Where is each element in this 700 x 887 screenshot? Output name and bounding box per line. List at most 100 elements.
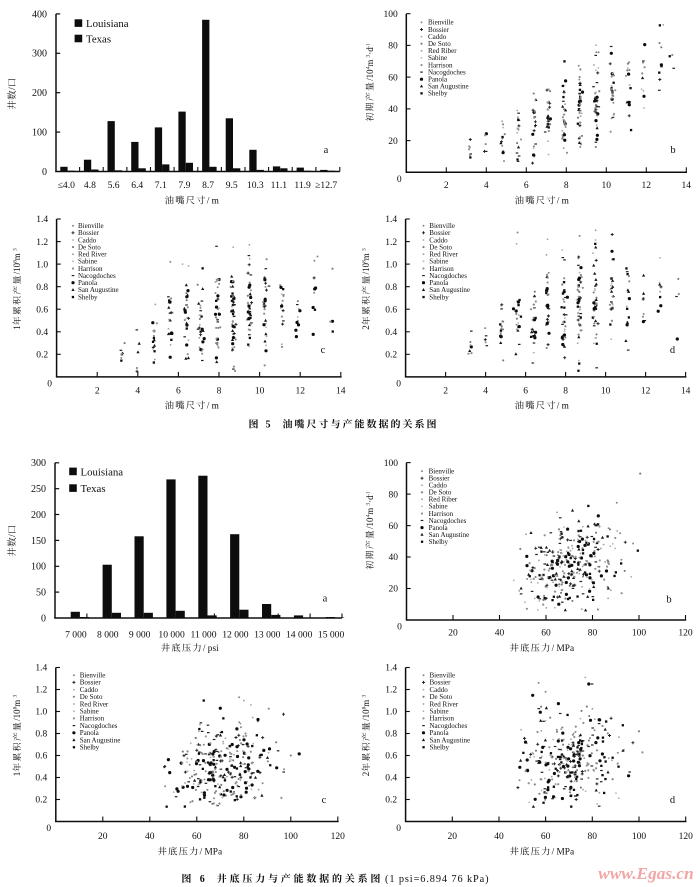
- svg-text:8: 8: [13, 706, 19, 709]
- svg-text:0.8: 0.8: [385, 730, 397, 740]
- svg-text:11.9: 11.9: [294, 180, 311, 191]
- svg-text:6: 6: [524, 181, 529, 191]
- svg-text:De Soto: De Soto: [429, 243, 452, 251]
- svg-text:San Augustine: San Augustine: [429, 286, 470, 294]
- svg-text:/ psi: / psi: [203, 644, 219, 654]
- svg-text:Red Riber: Red Riber: [429, 496, 458, 504]
- svg-text:/ m: / m: [207, 402, 220, 412]
- svg-text:5: 5: [266, 420, 271, 431]
- svg-text:San Augustine: San Augustine: [428, 83, 469, 91]
- svg-text:m: m: [12, 253, 22, 260]
- svg-text:Nacogdoches: Nacogdoches: [429, 517, 467, 525]
- svg-text:6.4: 6.4: [131, 180, 143, 191]
- svg-text:0: 0: [397, 623, 402, 633]
- svg-text:(1 psi=6.894 76 kPa): (1 psi=6.894 76 kPa): [385, 874, 489, 885]
- svg-text:6: 6: [176, 387, 181, 397]
- svg-text:0.4: 0.4: [35, 774, 47, 784]
- svg-text:80: 80: [239, 832, 249, 842]
- svg-text:m: m: [365, 60, 375, 67]
- svg-text:8.7: 8.7: [202, 180, 214, 191]
- svg-text:4: 4: [365, 515, 371, 518]
- svg-text:Bienville: Bienville: [80, 672, 106, 680]
- svg-text:15 000: 15 000: [318, 630, 345, 641]
- svg-text:Caddo: Caddo: [429, 236, 448, 244]
- svg-text:Caddo: Caddo: [430, 686, 449, 694]
- svg-text:12 000: 12 000: [222, 630, 249, 641]
- svg-text:12: 12: [295, 387, 305, 397]
- svg-text:Caddo: Caddo: [428, 33, 447, 41]
- svg-text:Nacogdoches: Nacogdoches: [78, 272, 116, 280]
- svg-text:Bossier: Bossier: [80, 679, 102, 687]
- svg-text:0.8: 0.8: [35, 730, 47, 740]
- svg-text:8: 8: [563, 387, 568, 397]
- svg-text:Texas: Texas: [86, 33, 111, 45]
- svg-text:·d: ·d: [365, 47, 375, 55]
- svg-text:Bienville: Bienville: [429, 467, 455, 475]
- svg-text:1.0: 1.0: [36, 260, 48, 270]
- svg-text:1.2: 1.2: [385, 238, 397, 248]
- svg-text:Red River: Red River: [80, 700, 109, 708]
- svg-text:150: 150: [31, 536, 46, 547]
- svg-text:0.6: 0.6: [385, 752, 397, 762]
- svg-text:0: 0: [397, 175, 402, 185]
- svg-text:/10: /10: [361, 262, 371, 274]
- svg-text:2: 2: [444, 181, 449, 191]
- svg-text:40: 40: [145, 832, 155, 842]
- svg-text:Bossier: Bossier: [430, 679, 452, 687]
- svg-text:1.0: 1.0: [385, 708, 397, 718]
- svg-text:1.2: 1.2: [36, 238, 48, 248]
- svg-text:0: 0: [47, 379, 52, 389]
- svg-text:Shelby: Shelby: [429, 293, 449, 301]
- svg-text:Red Riber: Red Riber: [428, 47, 457, 55]
- svg-text:100: 100: [31, 562, 46, 573]
- svg-text:100: 100: [632, 629, 647, 639]
- svg-text:10: 10: [601, 387, 611, 397]
- svg-text:De Soto: De Soto: [428, 40, 451, 48]
- svg-text:Red River: Red River: [429, 251, 458, 259]
- svg-text:7 000: 7 000: [65, 630, 87, 641]
- svg-text:50: 50: [36, 588, 46, 599]
- svg-text:20: 20: [448, 832, 458, 842]
- svg-text:14: 14: [336, 387, 346, 397]
- svg-text:14: 14: [681, 387, 691, 397]
- svg-text:/ MPa: / MPa: [552, 848, 574, 858]
- svg-text:12: 12: [641, 387, 651, 397]
- svg-text:80: 80: [588, 629, 598, 639]
- svg-text:Sabine: Sabine: [429, 258, 448, 266]
- svg-text:20: 20: [389, 585, 399, 595]
- svg-text:100: 100: [632, 832, 647, 842]
- svg-text:m: m: [12, 700, 22, 707]
- svg-text:Texas: Texas: [81, 483, 106, 495]
- svg-text:Harrison: Harrison: [429, 265, 454, 273]
- svg-text:120: 120: [679, 832, 694, 842]
- svg-text:·d: ·d: [365, 495, 375, 503]
- svg-text:1.0: 1.0: [385, 260, 397, 270]
- svg-text:/ m: / m: [207, 197, 220, 207]
- svg-text:/: /: [8, 534, 18, 537]
- svg-text:300: 300: [32, 49, 47, 60]
- svg-text:6: 6: [523, 387, 528, 397]
- svg-text:5.6: 5.6: [108, 180, 120, 191]
- svg-text:100: 100: [32, 128, 47, 139]
- svg-text:Bossier: Bossier: [78, 229, 100, 237]
- svg-text:Nacogdoches: Nacogdoches: [428, 68, 466, 76]
- svg-text:Shelby: Shelby: [428, 90, 448, 98]
- svg-text:40: 40: [389, 553, 399, 563]
- svg-text:Shelby: Shelby: [430, 744, 450, 752]
- svg-text:Sabine: Sabine: [429, 503, 448, 511]
- svg-text:Bossier: Bossier: [429, 229, 451, 237]
- svg-text:40: 40: [494, 832, 504, 842]
- svg-text:San Augustine: San Augustine: [80, 736, 121, 744]
- svg-text:3: 3: [362, 248, 368, 251]
- svg-text:a: a: [323, 594, 328, 605]
- svg-text:/ m: / m: [557, 197, 570, 207]
- svg-text:Red River: Red River: [430, 700, 459, 708]
- svg-text:9.5: 9.5: [226, 180, 238, 191]
- svg-text:0: 0: [396, 379, 401, 389]
- svg-text:Harrison: Harrison: [428, 61, 453, 69]
- svg-text:c: c: [322, 795, 327, 806]
- svg-text:≤4.0: ≤4.0: [58, 180, 75, 191]
- svg-text:0.2: 0.2: [35, 796, 47, 806]
- svg-text:3: 3: [13, 248, 19, 251]
- svg-text:Bienville: Bienville: [430, 672, 456, 680]
